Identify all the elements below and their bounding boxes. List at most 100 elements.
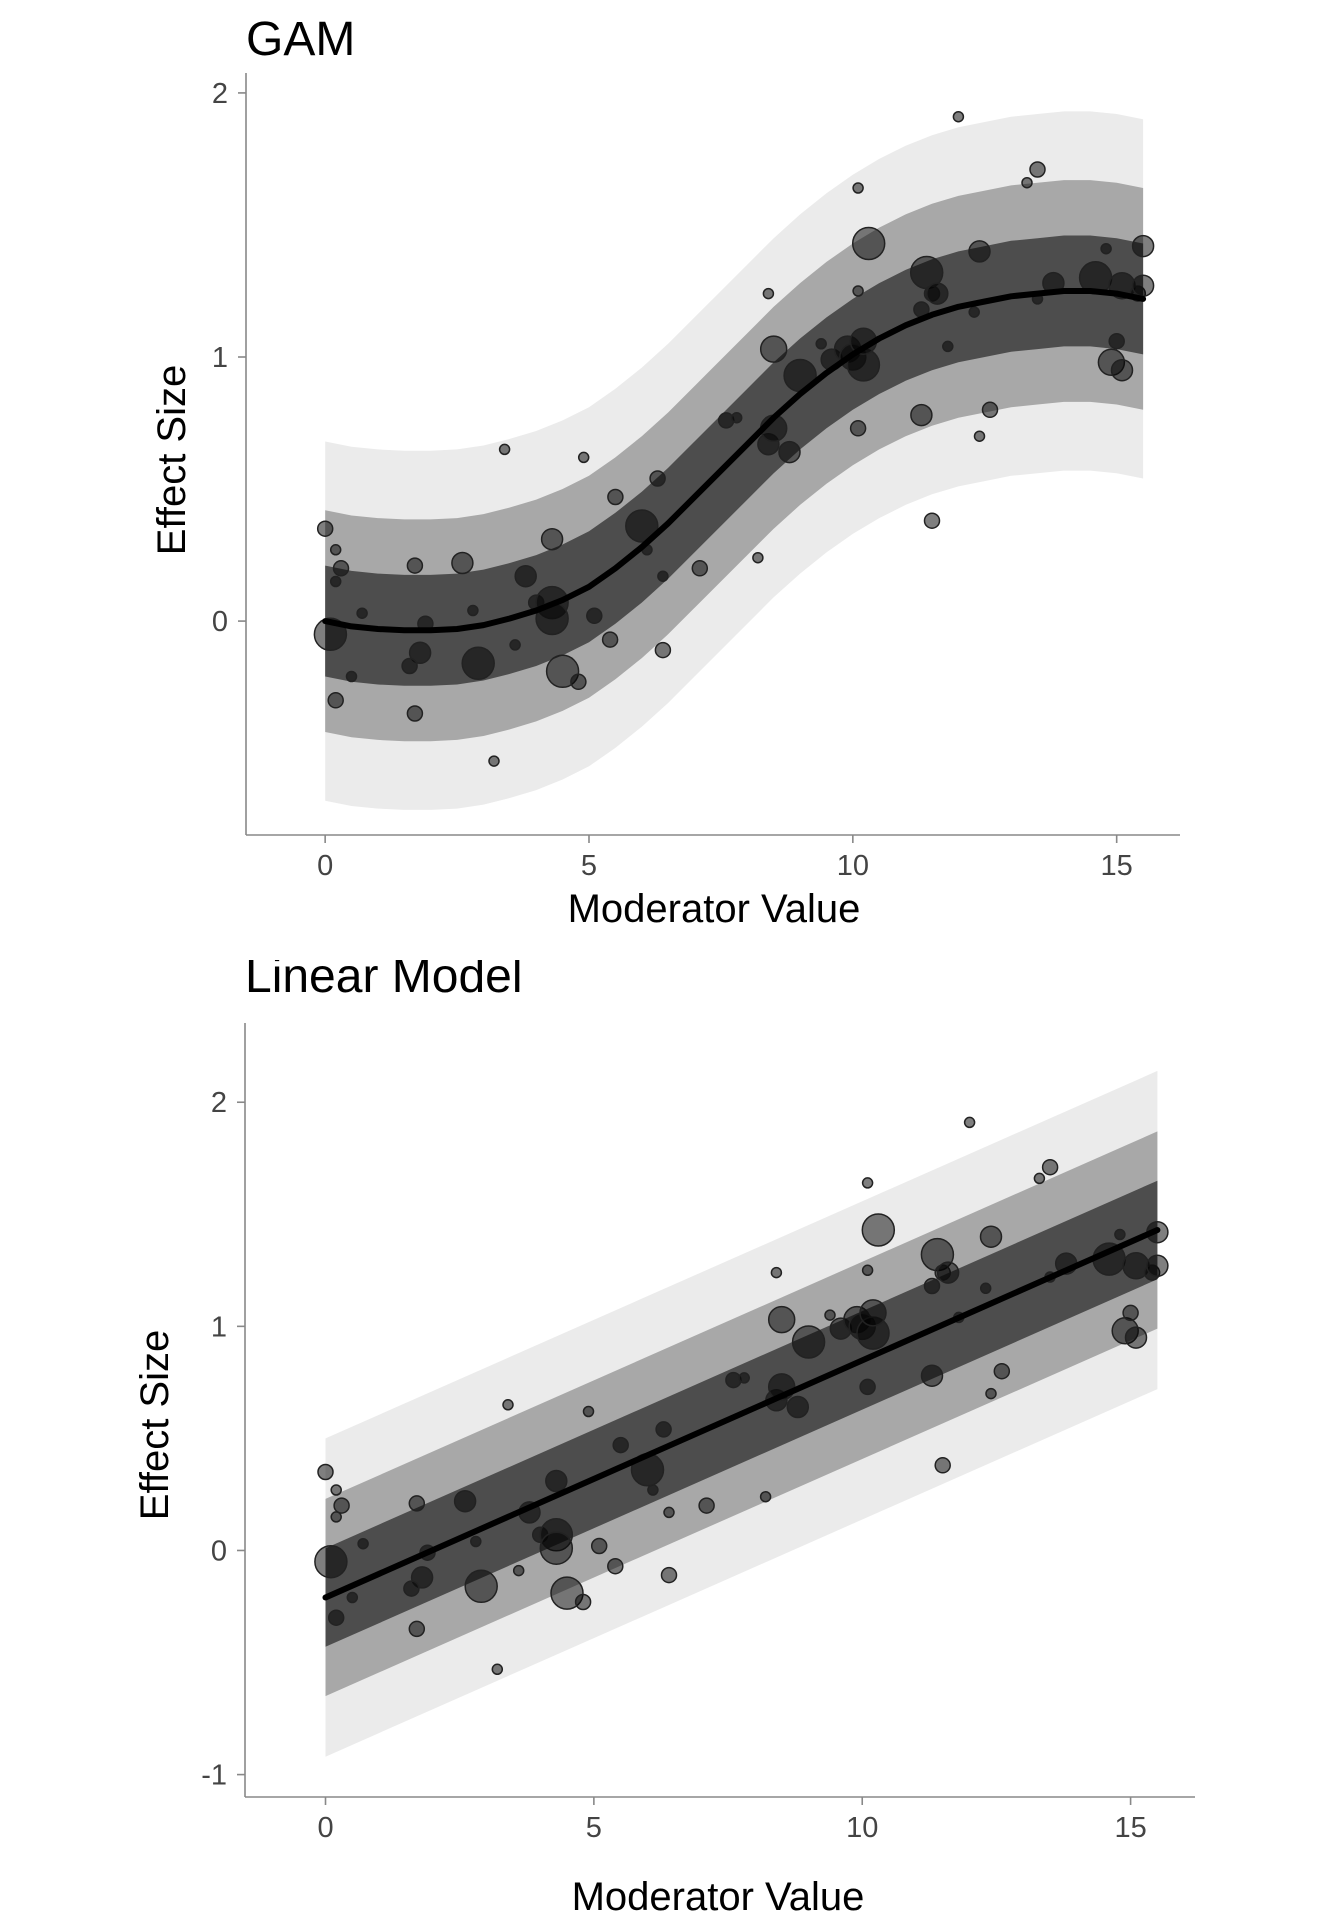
data-point bbox=[408, 1620, 426, 1638]
data-point bbox=[327, 1609, 345, 1626]
data-point bbox=[979, 1282, 992, 1295]
data-point bbox=[926, 282, 949, 305]
data-point bbox=[934, 1457, 951, 1474]
fit-line bbox=[322, 288, 1147, 634]
plot-area: 0 5 10 15 0 1 2 bbox=[212, 73, 1180, 882]
data-point bbox=[852, 182, 864, 194]
data-point bbox=[730, 411, 743, 424]
data-point bbox=[1021, 176, 1033, 189]
data-point bbox=[408, 641, 432, 665]
data-point bbox=[851, 226, 886, 261]
data-point bbox=[849, 420, 867, 437]
data-point bbox=[327, 692, 344, 709]
data-point bbox=[586, 607, 603, 625]
data-point bbox=[981, 401, 999, 419]
data-point bbox=[993, 1362, 1011, 1380]
data-point bbox=[329, 575, 342, 588]
data-point bbox=[329, 544, 342, 556]
data-point bbox=[968, 240, 991, 263]
chart-title: GAM bbox=[246, 13, 355, 66]
data-point bbox=[408, 1495, 426, 1512]
data-point bbox=[403, 1580, 420, 1597]
data-point bbox=[859, 1378, 876, 1396]
data-point bbox=[607, 488, 624, 506]
y-tick-label: 1 bbox=[211, 1311, 227, 1343]
data-point bbox=[574, 1593, 592, 1611]
y-tick-label: -1 bbox=[201, 1760, 227, 1792]
y-tick-label: 2 bbox=[212, 78, 228, 110]
data-point bbox=[663, 1506, 675, 1519]
data-point bbox=[406, 705, 424, 722]
data-point bbox=[317, 1463, 334, 1481]
data-point bbox=[973, 430, 986, 442]
data-point bbox=[968, 306, 980, 318]
data-point bbox=[660, 1566, 678, 1584]
data-point bbox=[333, 1497, 350, 1514]
data-point bbox=[923, 512, 941, 529]
x-tick-label: 15 bbox=[1114, 1812, 1146, 1844]
data-point bbox=[512, 1564, 525, 1577]
data-point bbox=[759, 1490, 772, 1503]
data-point bbox=[657, 570, 669, 582]
data-point bbox=[942, 340, 954, 353]
x-axis-label: Moderator Value bbox=[572, 1875, 865, 1919]
data-point bbox=[502, 1399, 514, 1411]
x-tick-label: 15 bbox=[1101, 850, 1133, 882]
y-tick-label: 1 bbox=[212, 342, 228, 374]
data-point bbox=[332, 560, 350, 577]
data-point bbox=[979, 1225, 1003, 1248]
data-point bbox=[1110, 358, 1134, 382]
data-point bbox=[316, 520, 334, 537]
data-point bbox=[698, 1497, 715, 1514]
data-point bbox=[1108, 332, 1125, 350]
data-point bbox=[464, 1569, 498, 1604]
data-point bbox=[545, 1469, 568, 1493]
data-point bbox=[612, 1436, 629, 1454]
data-point bbox=[654, 641, 672, 659]
data-point bbox=[725, 1371, 742, 1389]
data-point bbox=[762, 287, 775, 300]
data-point bbox=[514, 564, 537, 588]
data-point bbox=[985, 1387, 997, 1400]
data-point bbox=[824, 1309, 836, 1321]
data-point bbox=[1131, 274, 1155, 297]
data-point bbox=[859, 1299, 887, 1327]
data-point bbox=[920, 1364, 944, 1387]
data-point bbox=[461, 646, 495, 681]
data-point bbox=[582, 1405, 595, 1418]
data-point bbox=[1041, 1158, 1059, 1176]
data-point bbox=[577, 451, 590, 464]
data-point bbox=[451, 551, 474, 575]
linear-model-chart: Linear Model Moderator Value Effect Size… bbox=[133, 960, 1195, 1919]
data-point bbox=[738, 1372, 750, 1384]
data-point bbox=[314, 1544, 348, 1579]
y-tick-label: 0 bbox=[212, 606, 228, 638]
data-point bbox=[625, 509, 659, 543]
gam-chart: GAM Moderator Value Effect Size 0 5 10 15 0 1… bbox=[150, 13, 1180, 931]
data-point bbox=[345, 670, 358, 683]
data-point bbox=[1033, 1172, 1046, 1185]
data-point bbox=[1100, 242, 1112, 255]
data-point bbox=[778, 440, 801, 464]
data-point bbox=[861, 1177, 874, 1189]
data-point bbox=[406, 557, 424, 574]
data-point bbox=[540, 527, 564, 551]
data-point bbox=[357, 1537, 369, 1550]
data-point bbox=[1146, 1254, 1169, 1278]
x-tick-label: 5 bbox=[586, 1812, 602, 1844]
data-point bbox=[770, 1266, 783, 1279]
data-point bbox=[861, 1213, 896, 1247]
fit-line bbox=[322, 1227, 1161, 1601]
x-tick-label: 0 bbox=[317, 1812, 333, 1844]
data-point bbox=[330, 1511, 342, 1523]
data-point bbox=[752, 551, 764, 564]
data-point bbox=[815, 338, 827, 350]
x-tick-label: 0 bbox=[317, 850, 333, 882]
data-point bbox=[852, 285, 864, 297]
data-point bbox=[963, 1116, 976, 1129]
y-axis-label: Effect Size bbox=[150, 365, 194, 555]
x-axis-label: Moderator Value bbox=[568, 887, 861, 931]
data-point bbox=[952, 110, 965, 123]
data-point bbox=[655, 1421, 672, 1438]
